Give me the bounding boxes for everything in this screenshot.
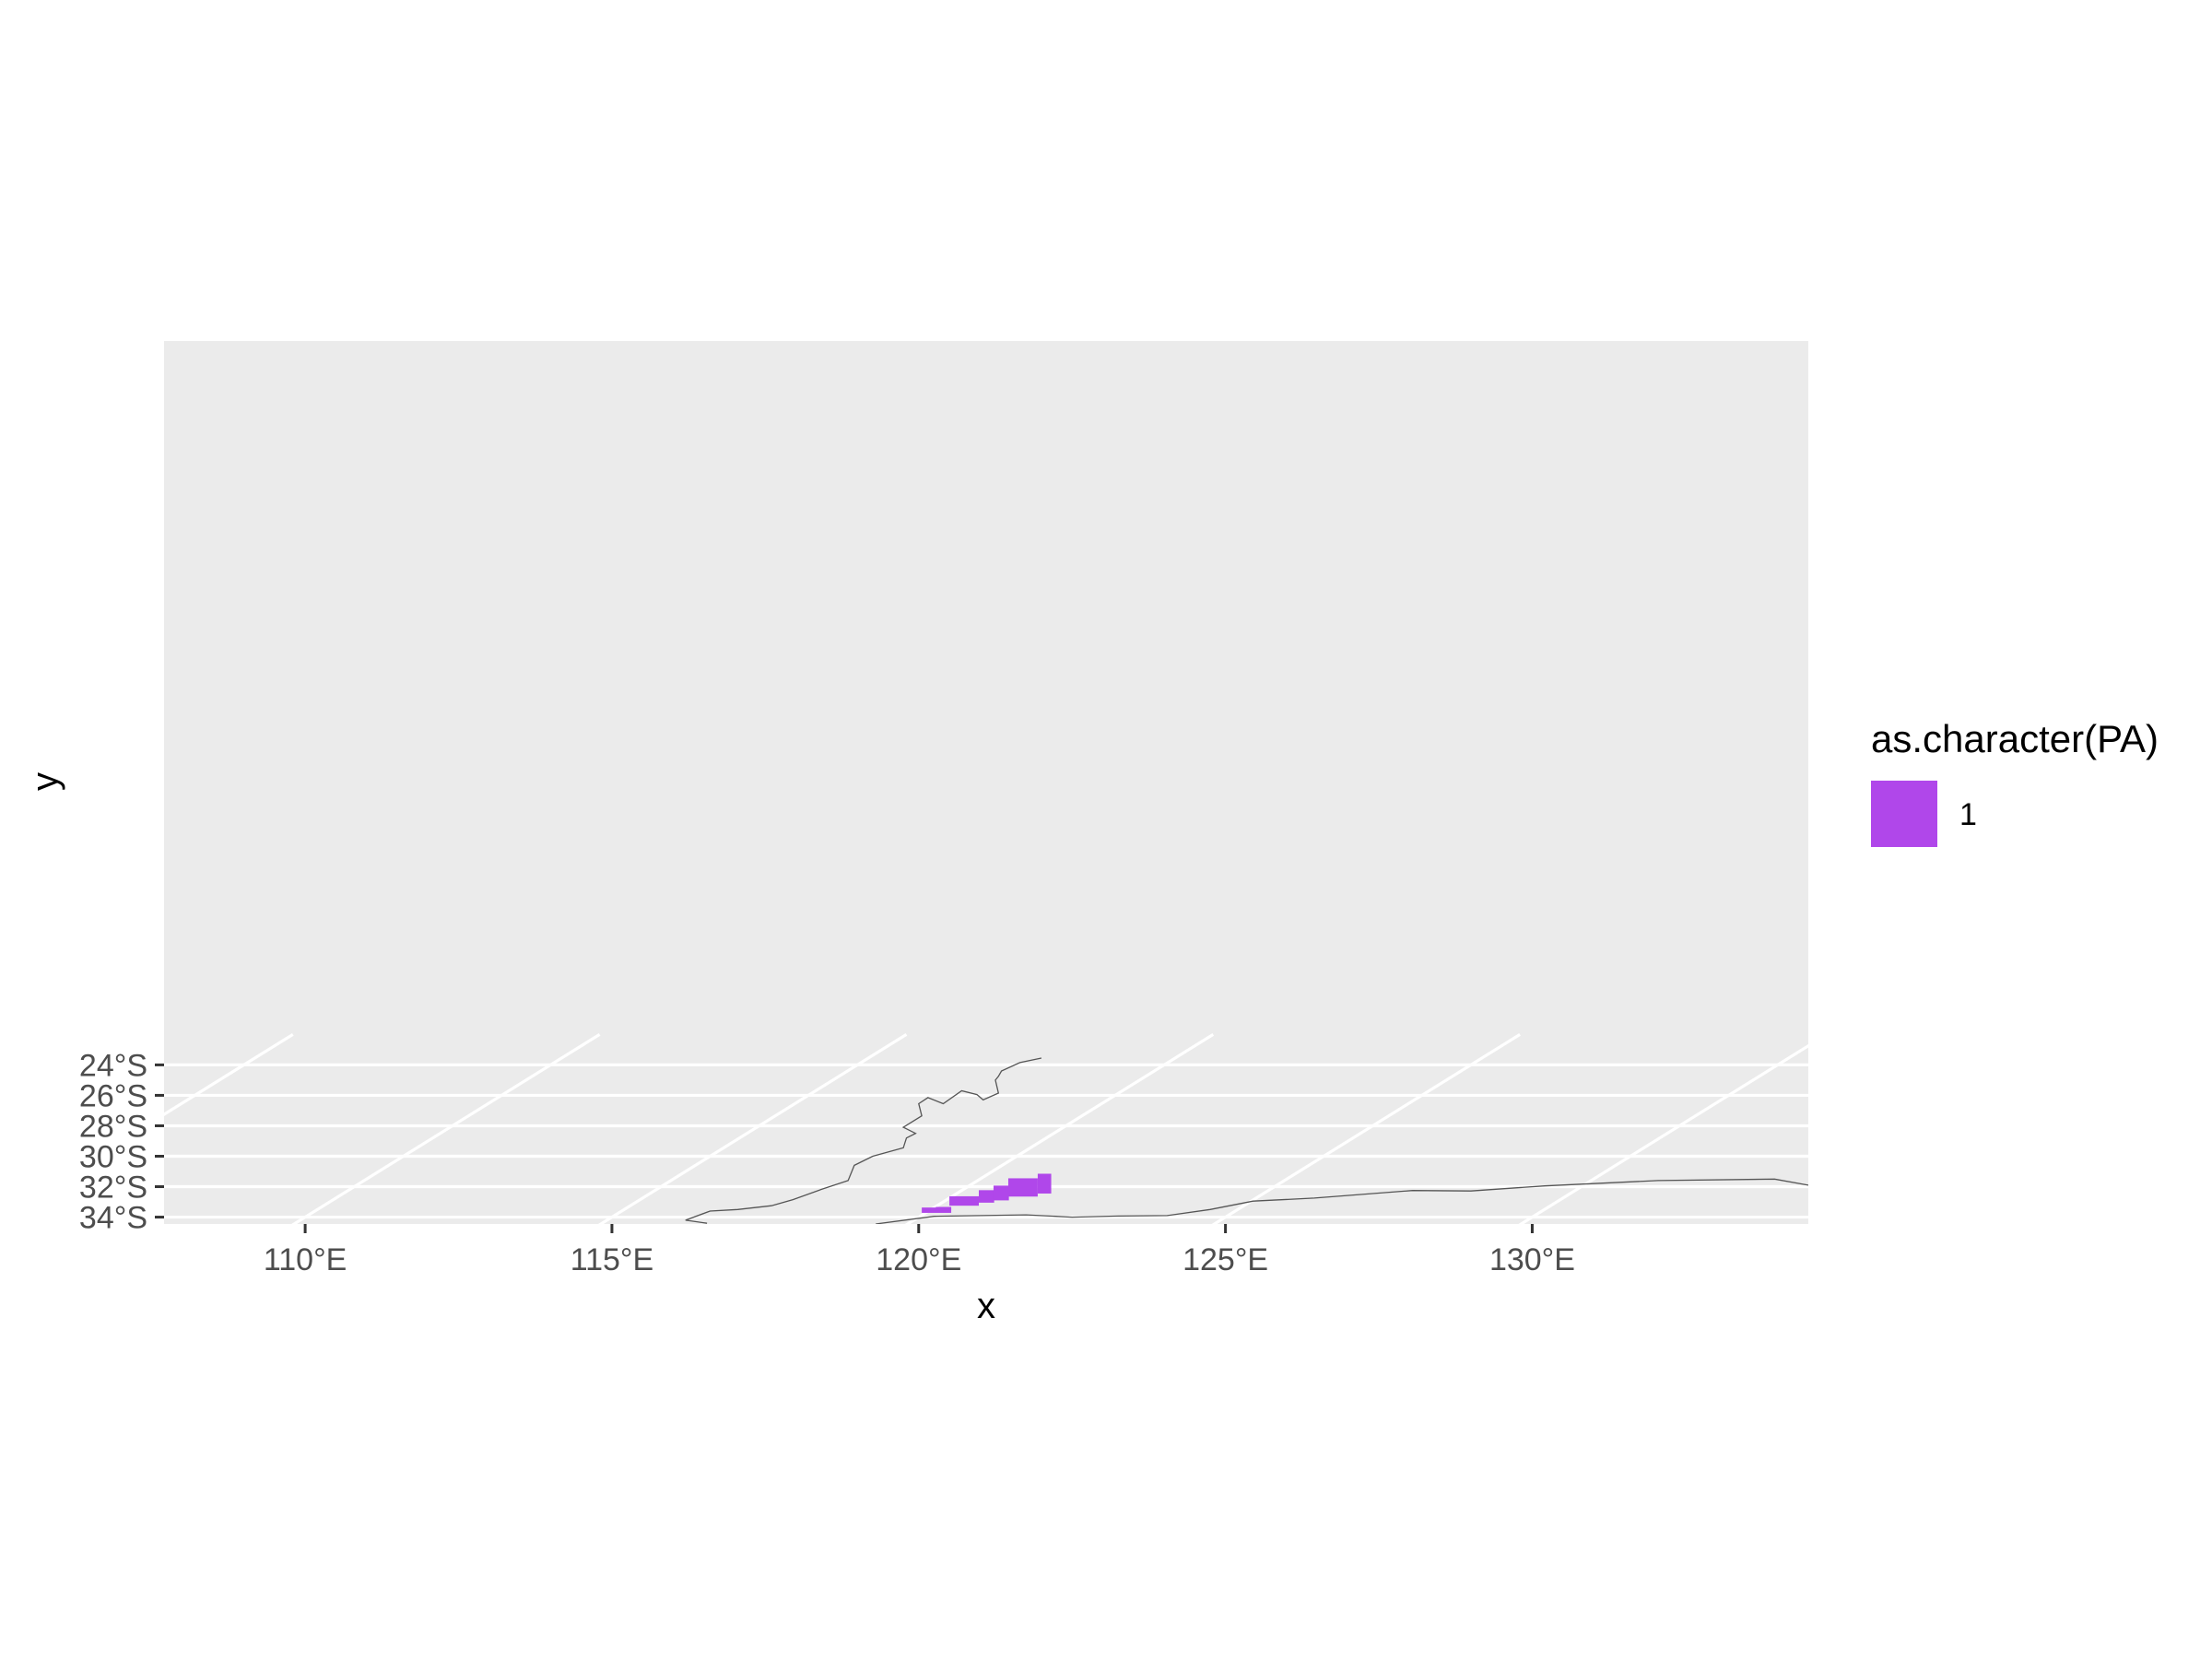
x-tick-label: 130°E bbox=[1489, 1242, 1575, 1277]
coastlines bbox=[685, 1057, 1808, 1224]
y-tick-label: 24°S bbox=[79, 1048, 147, 1083]
y-tick-label: 34°S bbox=[79, 1201, 147, 1236]
y-axis: 24°S26°S28°S30°S32°S34°S bbox=[79, 1048, 164, 1236]
raster-cell bbox=[979, 1190, 994, 1203]
x-tick-label: 115°E bbox=[571, 1242, 653, 1277]
panel-background bbox=[164, 341, 1808, 1224]
grid-line-meridian bbox=[1518, 1043, 1808, 1224]
legend-key-label: 1 bbox=[1959, 797, 1977, 832]
y-axis-title: y bbox=[25, 772, 65, 791]
graticule bbox=[164, 1033, 2212, 1247]
x-tick-label: 110°E bbox=[264, 1242, 347, 1277]
grid-line-meridian bbox=[597, 1033, 908, 1224]
x-tick-label: 120°E bbox=[876, 1242, 961, 1277]
raster-cell bbox=[949, 1195, 980, 1206]
x-axis: 110°E 115°E 120°E 125°E 130°E bbox=[264, 1224, 1575, 1277]
raster-cell bbox=[1037, 1173, 1052, 1194]
x-axis-title: x bbox=[977, 1286, 995, 1326]
y-tick-label: 26°S bbox=[79, 1078, 147, 1113]
grid-line-meridian bbox=[1211, 1033, 1521, 1224]
y-tick-label: 30°S bbox=[79, 1139, 147, 1174]
legend-key-swatch bbox=[1871, 781, 1937, 847]
grid-line-meridian bbox=[291, 1033, 601, 1224]
y-tick-label: 32°S bbox=[79, 1171, 147, 1206]
raster-cell bbox=[993, 1185, 1009, 1201]
raster-cell bbox=[935, 1206, 952, 1211]
coastline bbox=[685, 1057, 1042, 1224]
legend: as.character(PA) 1 bbox=[1871, 717, 2159, 847]
y-tick-label: 28°S bbox=[79, 1109, 147, 1144]
legend-title: as.character(PA) bbox=[1871, 717, 2159, 760]
grid-line-meridian bbox=[2097, 1034, 2212, 1247]
raster-cells bbox=[922, 1173, 1052, 1213]
coastline bbox=[876, 1178, 1808, 1224]
raster-cell bbox=[1007, 1178, 1038, 1197]
x-tick-label: 125°E bbox=[1182, 1242, 1268, 1277]
grid-line-meridian bbox=[164, 1033, 294, 1116]
grid-line-meridian bbox=[1790, 1034, 2134, 1247]
